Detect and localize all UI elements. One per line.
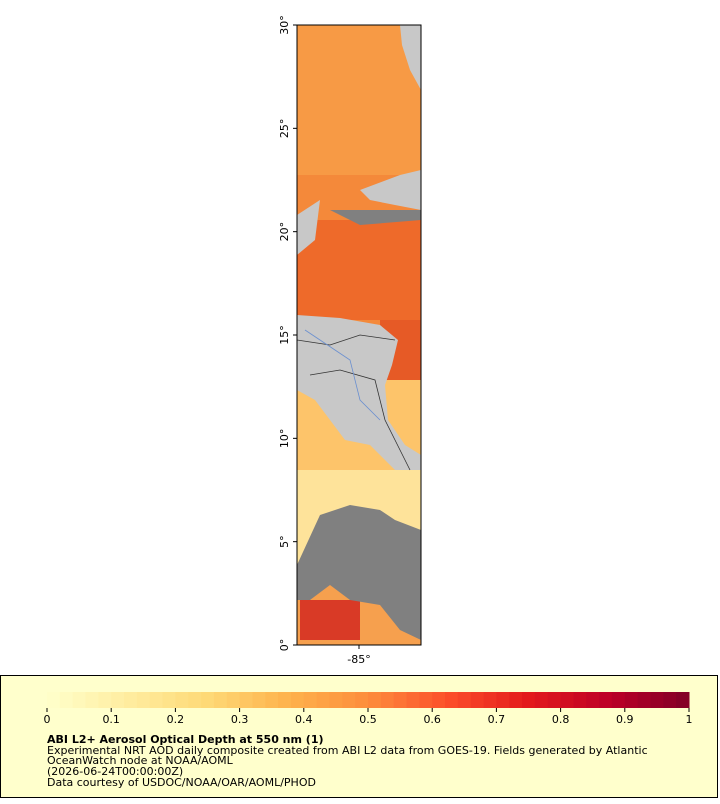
colorbar-cell — [355, 692, 369, 708]
y-tick-label: 20° — [278, 222, 291, 242]
colorbar-cell — [316, 692, 330, 708]
colorbar-cell — [201, 692, 215, 708]
colorbar-cell — [368, 692, 382, 708]
legend-line: Data courtesy of USDOC/NOAA/OAR/AOML/PHO… — [47, 776, 316, 789]
y-tick-label: 5° — [278, 535, 291, 548]
colorbar-cell — [226, 692, 241, 708]
colorbar-cell — [676, 692, 690, 708]
colorbar-cell — [445, 692, 459, 708]
colorbar-cell — [611, 692, 626, 708]
legend-line: Experimental NRT AOD daily composite cre… — [47, 744, 648, 757]
y-tick-label: 15° — [278, 325, 291, 345]
colorbar-cell — [483, 692, 497, 708]
y-tick-label: 30° — [278, 15, 291, 35]
colorbar-cell — [342, 692, 356, 708]
colorbar-cell — [406, 692, 420, 708]
colorbar-cell — [393, 692, 408, 708]
x-tick-label: -85° — [347, 653, 370, 666]
colorbar-tick-label: 0.9 — [616, 713, 634, 726]
colorbar-cell — [380, 692, 395, 708]
colorbar-cell — [419, 692, 433, 708]
legend-line: (2026-06-24T00:00:00Z) — [47, 765, 183, 778]
colorbar-cell — [265, 692, 279, 708]
colorbar-cell — [637, 692, 651, 708]
colorbar-cell — [278, 692, 292, 708]
colorbar-tick-label: 0.8 — [552, 713, 570, 726]
colorbar-cell — [599, 692, 613, 708]
colorbar-cell — [547, 692, 562, 708]
legend-line: OceanWatch node at NOAA/AOML — [47, 754, 234, 767]
colorbar-cell — [59, 692, 74, 708]
colorbar-cell — [509, 692, 523, 708]
colorbar-tick-label: 0.2 — [167, 713, 185, 726]
colorbar-tick-label: 0.7 — [488, 713, 506, 726]
colorbar-cell — [252, 692, 266, 708]
colorbar-cell — [149, 692, 164, 708]
colorbar-cell — [457, 692, 472, 708]
colorbar-cell — [175, 692, 189, 708]
colorbar-tick-label: 0.5 — [359, 713, 377, 726]
colorbar-cell — [624, 692, 639, 708]
colorbar-cell — [124, 692, 138, 708]
colorbar-cell — [188, 692, 202, 708]
colorbar-cell — [522, 692, 536, 708]
legend-title: ABI L2+ Aerosol Optical Depth at 550 nm … — [47, 733, 324, 746]
colorbar-cell — [432, 692, 446, 708]
colorbar-tick-label: 0.1 — [102, 713, 120, 726]
colorbar-cell — [136, 692, 151, 708]
y-tick-label: 10° — [278, 429, 291, 449]
colorbar-tick-label: 0 — [44, 713, 51, 726]
colorbar-cell — [290, 692, 305, 708]
colorbar-cell — [303, 692, 318, 708]
colorbar-cell — [213, 692, 228, 708]
colorbar-cell — [72, 692, 87, 708]
colorbar-cell — [111, 692, 125, 708]
colorbar-cell — [329, 692, 343, 708]
colorbar-cell — [560, 692, 574, 708]
map-image — [297, 25, 421, 645]
colorbar-cell — [47, 692, 61, 708]
colorbar-tick-label: 0.6 — [423, 713, 441, 726]
colorbar-cell — [586, 692, 600, 708]
colorbar-cell — [85, 692, 99, 708]
colorbar-cell — [663, 692, 677, 708]
colorbar-cell — [496, 692, 510, 708]
colorbar-cell — [534, 692, 549, 708]
colorbar-cell — [162, 692, 176, 708]
y-tick-label: 25° — [278, 119, 291, 139]
y-tick-label: 0° — [278, 639, 291, 652]
colorbar-tick-label: 1 — [686, 713, 693, 726]
colorbar-cell — [470, 692, 485, 708]
colorbar-cell — [650, 692, 664, 708]
colorbar-tick-label: 0.4 — [295, 713, 313, 726]
colorbar-cell — [239, 692, 253, 708]
colorbar-tick-label: 0.3 — [231, 713, 249, 726]
colorbar-cell — [573, 692, 587, 708]
colorbar-cell — [98, 692, 112, 708]
